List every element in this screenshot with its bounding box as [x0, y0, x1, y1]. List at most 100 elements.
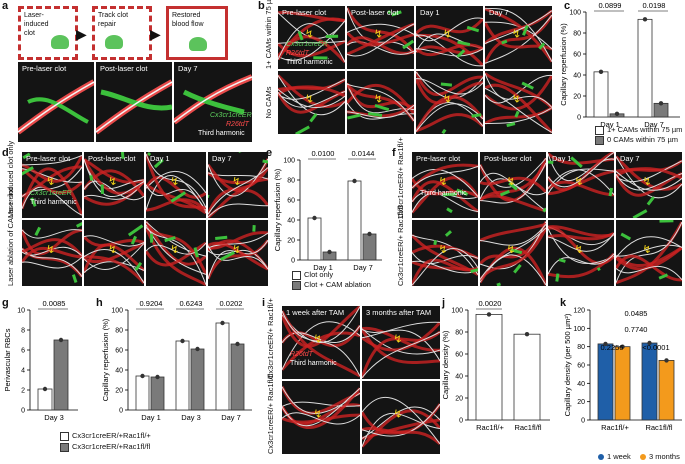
panel-label-h: h [96, 297, 103, 309]
data-point-c [658, 101, 664, 106]
micrograph-b-r0-c3: ↯ Day 7 [485, 6, 552, 69]
image-caption: Pre-laser clot [26, 154, 71, 163]
y-tick-label-j: 20 [455, 396, 463, 403]
micrograph-d-r1-c2: ↯ [146, 220, 206, 286]
data-point-h [220, 320, 225, 326]
schematic-box-3: Restored blood flow [166, 6, 228, 60]
svg-text:↯: ↯ [438, 176, 447, 188]
legend-c-item-1: 1+ CAMs within 75 µm [595, 125, 682, 135]
data-point-g [42, 386, 48, 392]
micrograph-d-r0-c2: ↯ Day 1 [146, 152, 206, 218]
y-tick-label-c: 80 [573, 31, 581, 38]
svg-text:↯: ↯ [374, 29, 383, 41]
p-value-k: 0.7740 [625, 325, 648, 334]
y-tick-label-e: 0 [291, 258, 295, 265]
y-tick-label-k: 100 [573, 326, 585, 333]
micrograph-b-r0-c1: ↯ Post-laser clot [347, 6, 414, 69]
micrograph-f-r1-c1: ↯ [480, 220, 546, 286]
svg-text:↯: ↯ [574, 176, 583, 188]
y-tick-label-c: 40 [573, 73, 581, 80]
image-caption: Day 1 [150, 154, 170, 163]
stain-label-white: Third harmonic [198, 130, 245, 137]
data-point-j [486, 312, 492, 317]
y-tick-label-e: 80 [287, 178, 295, 185]
data-point-e [367, 231, 372, 237]
svg-text:↯: ↯ [232, 176, 241, 188]
bar-k [658, 360, 675, 421]
panel-label-f: f [392, 147, 396, 159]
stain-label: R26tdT [290, 351, 313, 358]
micrograph-f-r0-c3: ↯ Day 7 [616, 152, 682, 218]
panel-label-i: i [262, 297, 266, 309]
data-point-k [647, 340, 652, 346]
p-value-h: 0.9204 [140, 299, 163, 308]
bar-k [641, 342, 658, 421]
schematic-box-3-label: Restored blood flow [172, 12, 204, 28]
svg-text:↯: ↯ [374, 94, 383, 106]
panel-label-c: c [564, 0, 571, 12]
svg-text:↯: ↯ [393, 409, 402, 421]
y-tick-label-c: 20 [573, 94, 581, 101]
micrograph-d-r1-c0: ↯ [22, 220, 82, 286]
data-point-k [664, 358, 669, 363]
svg-text:↯: ↯ [443, 29, 452, 41]
microglia-icon [105, 35, 123, 49]
legend-k-item-2: 3 months [640, 452, 680, 461]
data-point-g [58, 337, 64, 343]
y-axis-title-k: Capillary density (per 500 µm²) [563, 313, 572, 416]
stain-label: Cx3cr1creER [30, 190, 72, 197]
x-tick-label-e: Day 1 [313, 263, 333, 272]
p-value-c: 0.0899 [599, 1, 622, 10]
micrograph-a-day7: Day 7 Cx3cr1creER R26tdT Third harmonic [174, 62, 252, 142]
micrograph-d-r0-c0: ↯ Pre-laser clot Cx3cr1creER Third harmonic [22, 152, 82, 218]
svg-text:↯: ↯ [108, 244, 117, 256]
micrograph-d-r1-c3: ↯ [208, 220, 268, 286]
y-tick-label-h: 80 [115, 328, 123, 335]
y-tick-label-j: 40 [455, 374, 463, 381]
svg-text:↯: ↯ [46, 176, 55, 188]
p-value-k: 0.0485 [625, 309, 648, 318]
svg-text:↯: ↯ [443, 94, 452, 106]
y-tick-label-k: 20 [577, 399, 585, 406]
legend-gh-item-1: Cx3cr1creER/+Rac1fl/+ [60, 431, 151, 441]
y-tick-label-e: 20 [287, 238, 295, 245]
y-tick-label-j: 0 [459, 418, 463, 425]
svg-text:↯: ↯ [506, 244, 515, 256]
micrograph-d-r1-c1: ↯ [84, 220, 144, 286]
bar-g [37, 388, 53, 411]
y-tick-label-g: 10 [17, 308, 25, 315]
data-point-j [524, 332, 530, 337]
image-caption: Day 7 [212, 154, 232, 163]
x-tick-label-j: Rac1fl/+ [476, 423, 504, 432]
legend-gh-item-2: Cx3cr1creER/+Rac1fl/fl [60, 442, 150, 452]
y-tick-label-e: 60 [287, 198, 295, 205]
schematic-box-1-label: Laser- induced clot [24, 12, 49, 37]
p-value-e: 0.0100 [312, 149, 335, 158]
bar-c [593, 71, 609, 118]
y-tick-label-k: 0 [581, 418, 585, 425]
p-value-c: 0.0198 [643, 1, 666, 10]
micrograph-i-r0-c0: ↯ 1 week after TAM R26tdT Third harmonic [282, 306, 360, 379]
p-value-g: 0.0085 [43, 299, 66, 308]
x-tick-label-k: Rac1fl/+ [601, 423, 629, 432]
micrograph-f-r1-c0: ↯ [412, 220, 478, 286]
stain-label: R26tdT [286, 50, 309, 57]
bar-h [175, 340, 190, 411]
svg-text:↯: ↯ [642, 176, 651, 188]
microglia-icon [189, 37, 207, 51]
data-point-k [603, 341, 608, 347]
micrograph-b-r0-c2: ↯ Day 1 [416, 6, 483, 69]
microglia-icon [51, 35, 69, 49]
micrograph-f-r1-c3: ↯ [616, 220, 682, 286]
legend-c-item-2: 0 CAMs within 75 µm [595, 135, 678, 145]
micrograph-i-r1-c0: ↯ [282, 381, 360, 454]
x-tick-label-j: Rac1fl/fl [514, 423, 541, 432]
x-tick-label-e: Day 7 [353, 263, 373, 272]
image-caption: Pre-laser clot [416, 154, 461, 163]
legend-e-item-1: Clot only [292, 270, 333, 280]
y-tick-label-c: 100 [569, 10, 581, 17]
micrograph-i-r0-c1: ↯ 3 months after TAM [362, 306, 440, 379]
svg-text:↯: ↯ [170, 244, 179, 256]
y-tick-label-g: 6 [21, 348, 25, 355]
